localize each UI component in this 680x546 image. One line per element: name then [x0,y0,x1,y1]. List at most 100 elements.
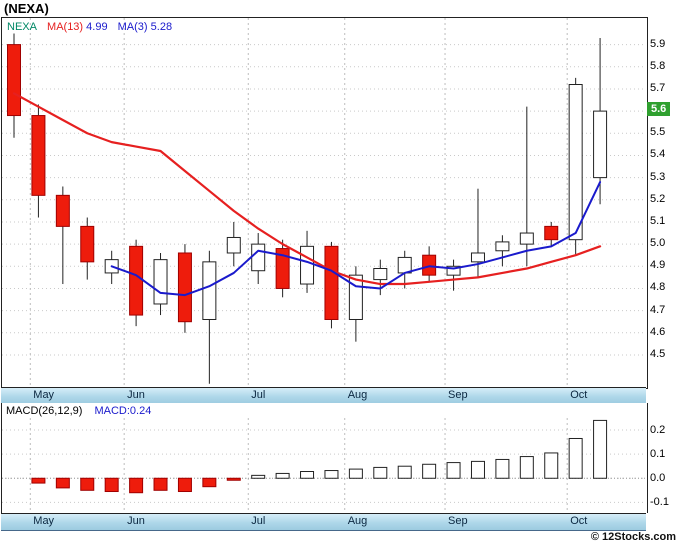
price-axis-tick: 5.5 [650,126,666,139]
macd-axis-tick: 0.0 [650,472,666,485]
price-axis-tick: 5.0 [650,237,666,250]
macd-bar-positive [446,462,461,479]
macd-value: MACD:0.24 [94,405,152,417]
macd-panel: MACD(26,12,9) MACD:0.24 [1,403,648,513]
macd-axis-tick: 0.1 [650,448,666,461]
macd-bar-negative [104,477,119,493]
price-axis-tick: 5.7 [650,81,666,94]
candle-down [7,44,21,117]
month-label: Jun [127,389,145,401]
price-axis-tick: 5.3 [650,170,666,183]
x-axis-months-bottom: May Jun Jul Aug Sep Oct [1,513,646,531]
ma3-line [110,181,602,297]
macd-bar-positive [568,437,583,479]
price-chart-canvas [2,18,645,386]
candle-down [177,252,192,323]
price-axis-tick: 5.1 [650,214,666,227]
candle-down [80,225,95,263]
ma13-line [12,92,602,286]
page-title: (NEXA) [4,1,49,16]
candle-down [129,245,144,316]
price-axis-tick: 4.6 [650,325,666,338]
candle-down [55,194,70,227]
month-label: Jul [251,515,266,527]
macd-bar-negative [31,477,46,484]
macd-label: MACD(26,12,9) [6,405,83,417]
candle-up [495,241,510,252]
month-label: Aug [347,515,368,527]
macd-bar-negative [55,477,70,489]
chart-legend: NEXA MA(13) 4.99 MA(3) 5.28 [7,21,172,33]
price-axis-tick: 5.8 [650,59,666,72]
price-y-axis: 5.9 5.8 5.7 5.5 5.4 5.3 5.2 5.1 5.0 4.9 4.8 4.7 4.6 4… [647,17,680,387]
macd-bar-negative [80,477,95,491]
macd-axis-tick: -0.1 [650,496,669,509]
macd-bar-positive [422,463,437,479]
candle-up [519,232,534,245]
candle-up [348,274,363,320]
legend-ma3-value: 5.28 [150,21,173,33]
candle-down [544,225,559,241]
macd-bar-negative [177,477,192,493]
macd-axis-tick: 0.2 [650,424,666,437]
macd-bar-positive [593,419,608,479]
price-axis-tick: 4.9 [650,259,666,272]
legend-ma3-label: MA(3) [117,21,148,33]
footer: © 12Stocks.com [0,529,676,546]
month-label: Oct [570,515,588,527]
copyright-symbol: © [590,531,600,543]
price-axis-tick: 5.4 [650,148,666,161]
month-label: Sep [448,515,468,527]
macd-header: MACD(26,12,9) MACD:0.24 [6,405,151,417]
macd-bar-positive [519,456,534,479]
month-label: Jul [251,389,266,401]
macd-bar-negative [129,477,144,494]
legend-ma13-value: 4.99 [86,21,108,33]
candle-down [324,245,339,320]
candle-up [470,252,485,263]
macd-bar-negative [226,477,241,481]
price-axis-tick: 4.8 [650,281,666,294]
candle-down [31,115,46,196]
macd-bar-positive [495,458,510,479]
price-axis-tick: 4.5 [650,347,666,360]
month-label: Oct [570,389,588,401]
candle-up [251,243,266,272]
macd-bar-positive [373,466,388,479]
macd-bar-negative [202,477,217,488]
candle-up [397,256,412,274]
macd-bar-positive [470,460,485,479]
legend-ma13-label: MA(13) [47,21,84,33]
macd-y-axis: 0.2 0.1 0.0 -0.1 [647,418,680,513]
macd-bar-positive [251,474,266,479]
price-axis-tick: 5.2 [650,192,666,205]
macd-bar-positive [300,471,315,479]
month-label: Aug [347,389,368,401]
candle-up [202,261,217,320]
price-chart: NEXA MA(13) 4.99 MA(3) 5.28 [1,17,648,389]
macd-bar-negative [153,477,168,491]
candle-down [275,248,290,289]
price-axis-tick: 4.7 [650,303,666,316]
macd-bar-positive [275,472,290,479]
legend-symbol: NEXA [7,21,37,33]
site-link[interactable]: 12Stocks.com [602,531,676,543]
current-price-box: 5.6 [647,102,671,117]
macd-canvas [2,418,645,512]
macd-bar-positive [324,470,339,479]
candle-up [446,265,461,276]
candle-down [422,254,437,276]
candle-up [226,236,241,254]
candle-up [153,259,168,305]
month-label: May [33,515,55,527]
month-label: Sep [448,389,468,401]
macd-bar-positive [544,452,559,479]
month-label: Jun [127,515,145,527]
candle-up [568,84,583,241]
macd-bar-positive [348,468,363,479]
price-axis-tick: 5.9 [650,37,666,50]
month-label: May [33,389,55,401]
candle-up [593,110,608,179]
candle-up [373,268,388,281]
